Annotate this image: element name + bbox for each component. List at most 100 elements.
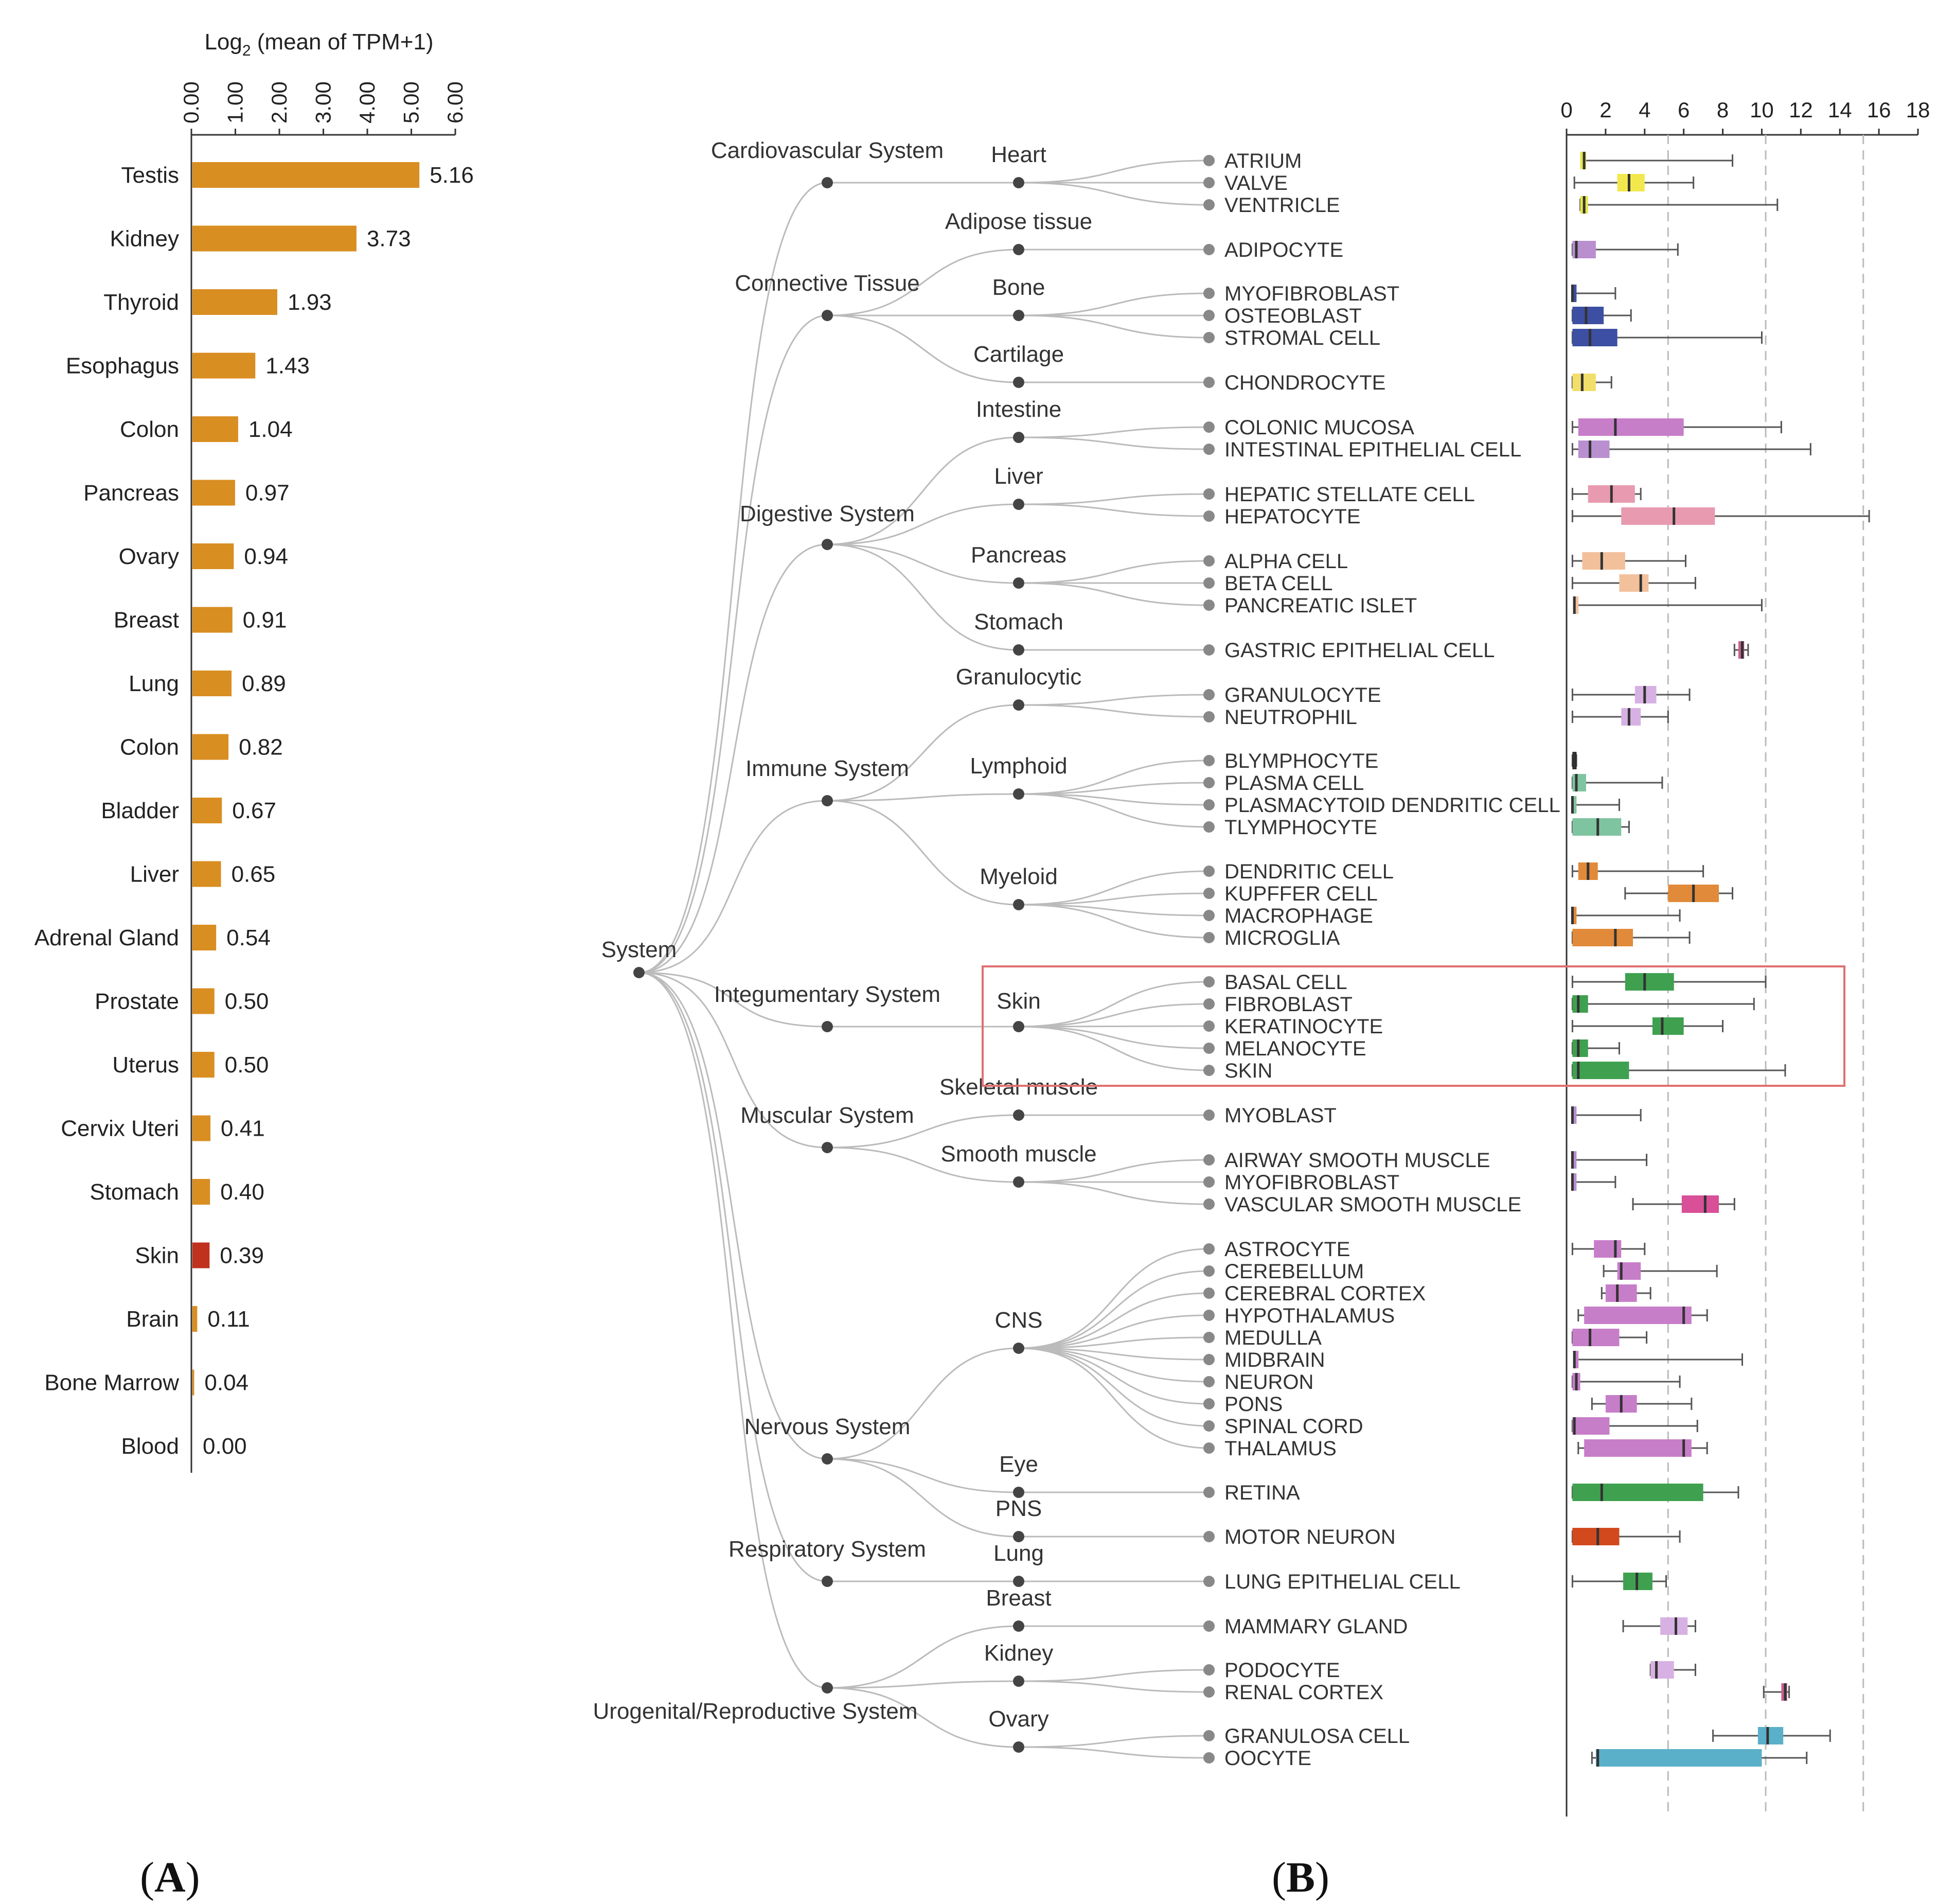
tree-tissue-node (1013, 899, 1024, 910)
boxplot-box (1617, 174, 1645, 191)
tree-tissue-label: Smooth muscle (940, 1141, 1096, 1167)
tree-cell-node (1203, 1176, 1215, 1188)
tree-tissue-node (1013, 432, 1024, 443)
bar (192, 1115, 211, 1141)
bar (192, 1306, 198, 1332)
tree-system-label: Muscular System (740, 1103, 914, 1128)
tree-cell-node (1203, 310, 1215, 321)
boxplot (1571, 708, 1669, 726)
tree-system-node (822, 1682, 833, 1694)
tree-tissue-label: Myeloid (980, 864, 1058, 889)
boxplot-box (1572, 995, 1588, 1013)
boxplot-tick-label: 6 (1678, 98, 1690, 122)
boxplot (1571, 1062, 1786, 1079)
tree-link (1018, 870, 1210, 906)
boxplot (1763, 1683, 1790, 1701)
boxplot-box (1572, 374, 1596, 391)
tree-link (827, 1147, 1019, 1183)
tree-link (1018, 314, 1210, 339)
bar (192, 1179, 210, 1205)
boxplot (1571, 774, 1663, 791)
tree-link (1018, 793, 1210, 806)
bar-category-label: Skin (135, 1243, 179, 1268)
tree-cell-node (1203, 1265, 1215, 1277)
tree-cell-node (1203, 444, 1215, 455)
tree-link (1018, 1314, 1210, 1349)
boxplot (1571, 1039, 1620, 1057)
bar-value-label: 0.97 (245, 481, 290, 506)
tree-cell-node (1203, 1310, 1215, 1321)
tree-cell-node (1203, 421, 1215, 433)
tree-tissue-node (1013, 177, 1024, 188)
bar-category-label: Ovary (119, 544, 179, 569)
bar-value-label: 0.41 (221, 1116, 265, 1141)
tree-cell-node (1203, 1752, 1215, 1764)
bar (192, 543, 234, 569)
bar-chart-tick-label: 3.00 (311, 81, 335, 124)
tree-cell-node (1203, 199, 1215, 210)
tree-cell-node (1203, 1420, 1215, 1432)
tree-system-label: Digestive System (740, 501, 915, 526)
boxplot (1571, 1373, 1681, 1390)
boxplot-box (1578, 440, 1610, 458)
panel-label-a: (A) (140, 1854, 200, 1901)
boxplot (1601, 1284, 1651, 1302)
tree-cell-label: TLYMPHOCYTE (1224, 816, 1377, 839)
tree-cell-node (1203, 1109, 1215, 1121)
tree-cell-node (1203, 288, 1215, 299)
tree-cell-label: MICROGLIA (1224, 927, 1340, 949)
tree-link (1018, 904, 1210, 939)
tree-link (1018, 1680, 1210, 1693)
tree-link (827, 1687, 1019, 1748)
tree-cell-node (1203, 1531, 1215, 1542)
tree-link (1018, 1270, 1210, 1349)
boxplot (1580, 152, 1734, 169)
boxplot-box (1572, 1484, 1703, 1501)
tree-cell-node (1203, 1730, 1215, 1741)
bar-value-label: 0.94 (244, 544, 288, 569)
boxplot-box (1650, 1661, 1674, 1679)
bar-chart-panel: Log2 (mean of TPM+1) 0.00 1.00 2.00 3.00 4.0… (34, 29, 474, 1473)
bar-value-label: 0.04 (204, 1370, 248, 1396)
bar-category-label: Kidney (110, 226, 179, 252)
tree-cell-label: MYOFIBROBLAST (1224, 283, 1399, 305)
boxplot-box (1572, 1151, 1577, 1169)
tree-link (827, 1458, 1019, 1493)
tree-cell-label: ATRIUM (1224, 150, 1302, 172)
bar (192, 289, 278, 315)
tree-link (1018, 1347, 1210, 1361)
tree-tissue-label: Skeletal muscle (939, 1074, 1098, 1100)
tree-tissue-node (1013, 1487, 1024, 1498)
bar-category-label: Colon (120, 735, 179, 760)
tree-link (1018, 436, 1210, 450)
boxplot (1603, 1262, 1718, 1280)
tree-link (1018, 1336, 1210, 1349)
boxplot (1571, 907, 1681, 924)
tree-cell-node (1203, 1576, 1215, 1587)
bar-value-label: 5.16 (430, 163, 474, 188)
bar-value-label: 0.89 (242, 671, 286, 696)
boxplot (1571, 1240, 1646, 1258)
tree-system-node (822, 539, 833, 550)
tree-tissue-label: Lung (993, 1541, 1044, 1566)
tree-cell-label: MYOBLAST (1224, 1104, 1337, 1127)
tree-cell-node (1203, 177, 1215, 188)
boxplot-tick-label: 4 (1639, 98, 1650, 122)
boxplot (1571, 929, 1691, 946)
tree-cell-node (1203, 1664, 1215, 1676)
bar-category-label: Testis (121, 163, 179, 188)
tree-link (1018, 981, 1210, 1028)
tree-link (638, 182, 828, 974)
bar-category-label: Liver (130, 862, 179, 887)
tree-cell-node (1203, 976, 1215, 988)
bar-category-label: Prostate (95, 989, 179, 1014)
bar-category-label: Esophagus (66, 354, 179, 379)
bar-chart-title: Log2 (mean of TPM+1) (204, 29, 433, 59)
tree-link (1018, 560, 1210, 584)
bar-value-label: 1.43 (265, 354, 310, 379)
bar-category-label: Cervix Uteri (61, 1116, 179, 1141)
tree-system-node (822, 1453, 833, 1465)
tree-cell-node (1203, 711, 1215, 722)
